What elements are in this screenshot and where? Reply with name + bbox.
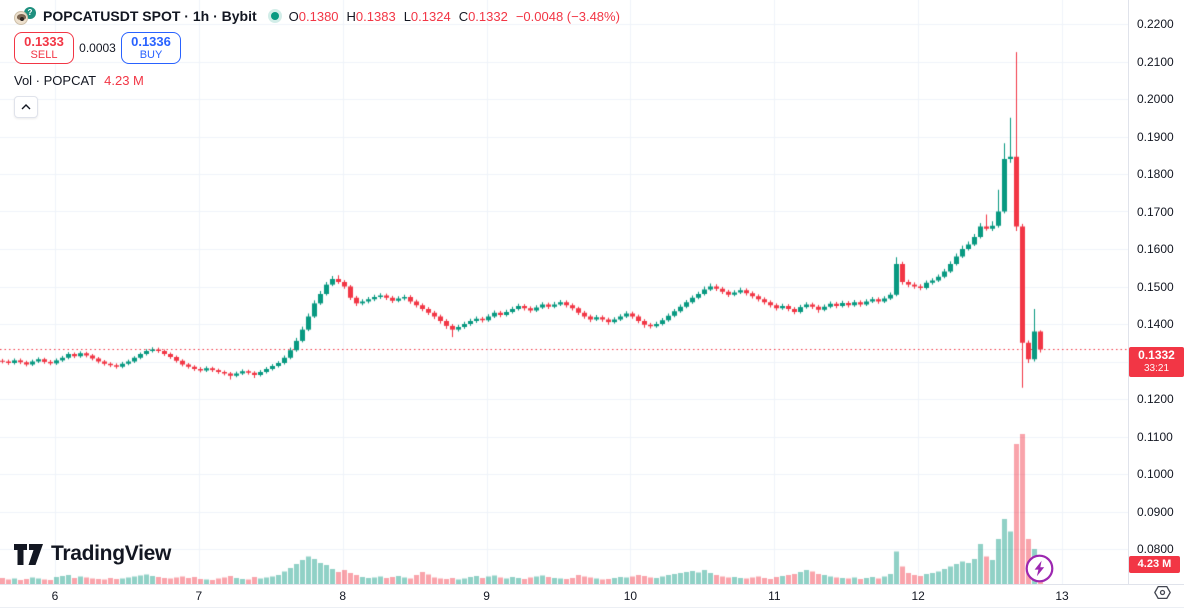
lightning-bolt-icon bbox=[1025, 554, 1054, 583]
volume-indicator-row: Vol · POPCAT 4.23 M bbox=[14, 72, 620, 88]
price-tick-label: 0.2100 bbox=[1137, 54, 1174, 69]
time-axis[interactable]: 6 7 8 9 10 11 12 13 bbox=[0, 584, 1184, 608]
legend: ? POPCATUSDT SPOT · 1h · Bybit O 0.1380 H… bbox=[14, 6, 620, 118]
price-tick-label: 0.1100 bbox=[1137, 429, 1173, 444]
time-tick-label: 7 bbox=[195, 589, 203, 603]
tradingview-attribution-link[interactable]: TradingView bbox=[14, 542, 171, 566]
volume-indicator-label[interactable]: Vol · POPCAT bbox=[14, 72, 97, 88]
high-value: 0.1383 bbox=[355, 8, 396, 24]
buy-label: BUY bbox=[139, 48, 163, 61]
price-tick-label: 0.1400 bbox=[1137, 317, 1174, 331]
price-tick-label: 0.1500 bbox=[1137, 279, 1174, 294]
time-tick-label: 11 bbox=[768, 589, 781, 603]
boost-button[interactable] bbox=[1025, 554, 1054, 583]
time-tick-label: 10 bbox=[623, 589, 638, 603]
price-tick-label: 0.0900 bbox=[1137, 504, 1174, 519]
price-tick-label: 0.1800 bbox=[1137, 167, 1174, 181]
open-value: 0.1380 bbox=[298, 8, 339, 24]
price-tick-label: 0.1900 bbox=[1137, 129, 1174, 144]
last-price-label: 0.1332 33:21 bbox=[1129, 347, 1184, 377]
price-tick-label: 0.2200 bbox=[1137, 17, 1174, 31]
time-tick-label: 12 bbox=[911, 589, 925, 603]
market-status-icon[interactable] bbox=[270, 12, 279, 20]
candle-countdown: 33:21 bbox=[1143, 363, 1170, 374]
tradingview-wordmark: TradingView bbox=[51, 542, 172, 565]
buy-button[interactable]: 0.1336 BUY bbox=[121, 32, 181, 64]
last-price-value: 0.1332 bbox=[1138, 348, 1175, 362]
sell-button[interactable]: 0.1333 SELL bbox=[14, 32, 74, 64]
spread-value: 0.0003 bbox=[79, 41, 116, 55]
collapse-legend-button[interactable] bbox=[14, 96, 38, 118]
hexagon-settings-icon bbox=[1153, 585, 1171, 599]
price-tick-label: 0.1700 bbox=[1137, 204, 1174, 219]
volume-indicator-value: 4.23 M bbox=[104, 72, 144, 88]
time-tick-label: 8 bbox=[339, 589, 347, 603]
sell-label: SELL bbox=[30, 48, 58, 61]
low-value: 0.1324 bbox=[410, 8, 451, 24]
time-tick-label: 9 bbox=[483, 589, 490, 603]
volume-axis-badge: 4.23 M bbox=[1129, 556, 1180, 573]
coin-logo-icon: ? bbox=[14, 7, 36, 25]
tradingview-logo-icon bbox=[14, 543, 43, 565]
sell-price: 0.1333 bbox=[24, 33, 64, 49]
buy-price: 0.1336 bbox=[131, 33, 171, 49]
price-tick-label: 0.0800 bbox=[1137, 542, 1174, 556]
axis-settings-button[interactable] bbox=[1151, 581, 1173, 603]
symbol-row: ? POPCATUSDT SPOT · 1h · Bybit O 0.1380 H… bbox=[14, 6, 620, 26]
price-tick-label: 0.1000 bbox=[1137, 467, 1174, 481]
low-label: L bbox=[403, 8, 411, 24]
time-tick-label: 6 bbox=[51, 589, 59, 603]
price-axis[interactable]: 0.2200 0.2100 0.2000 0.1900 0.1800 0.1700 0.16… bbox=[1128, 0, 1184, 608]
close-label: C bbox=[458, 8, 469, 24]
time-tick-label: 13 bbox=[1055, 589, 1069, 603]
chevron-up-icon bbox=[21, 104, 31, 110]
price-tick-label: 0.1600 bbox=[1137, 242, 1174, 256]
price-tick-label: 0.1200 bbox=[1137, 392, 1174, 406]
price-tick-label: 0.2000 bbox=[1137, 92, 1174, 106]
trade-buttons-row: 0.1333 SELL 0.0003 0.1336 BUY bbox=[14, 32, 620, 64]
symbol-title[interactable]: POPCATUSDT SPOT · 1h · Bybit bbox=[43, 8, 257, 24]
change-value: −0.0048 (−3.48%) bbox=[515, 8, 620, 24]
open-label: O bbox=[288, 8, 299, 24]
high-label: H bbox=[346, 8, 356, 24]
close-value: 0.1332 bbox=[468, 8, 508, 24]
ohlc-readout: O 0.1380 H 0.1383 L 0.1324 C 0.1332 −0.0048 … bbox=[289, 9, 620, 24]
candlestick-chart[interactable] bbox=[0, 0, 1128, 584]
